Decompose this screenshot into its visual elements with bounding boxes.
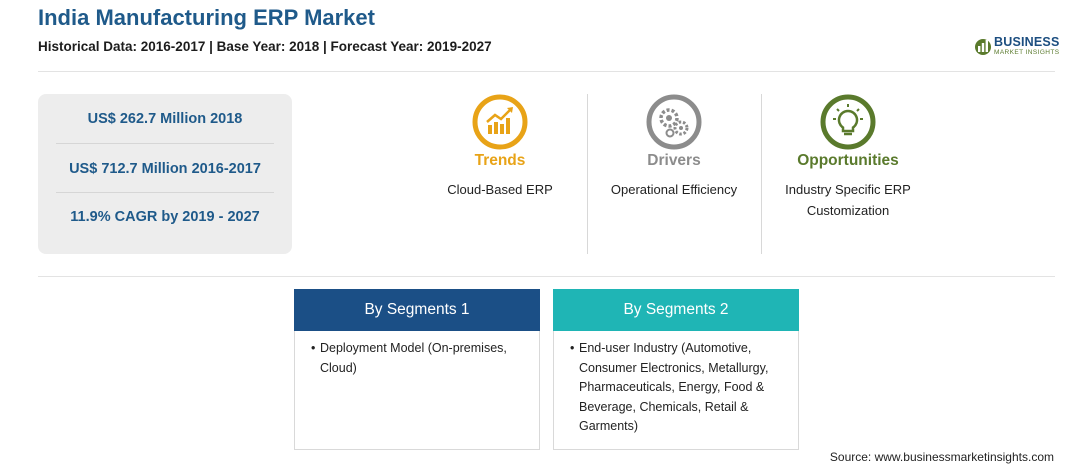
kpi-divider [761,94,762,254]
header-divider [38,71,1055,72]
kpi-drivers-text: Operational Efficiency [610,182,738,197]
segment-2-title: By Segments 2 [553,289,799,331]
segment-1-title: By Segments 1 [294,289,540,331]
kpi-trends-text: Cloud-Based ERP [447,182,553,197]
kpi-opportunities-label: Opportunities [797,152,899,169]
segment-card-1: By Segments 1 • Deployment Model (On-pre… [294,289,540,450]
segment-card-2: By Segments 2 • End-user Industry (Autom… [553,289,799,450]
list-item: • End-user Industry (Automotive, Consume… [570,339,788,437]
lightbulb-icon [820,94,876,150]
list-item: • Deployment Model (On-premises, Cloud) [311,339,529,378]
logo-name: BUSINESS [994,35,1060,49]
kpi-drivers-label: Drivers [647,152,701,169]
gears-icon [646,94,702,150]
stat-divider [56,143,274,144]
section-divider [38,276,1055,277]
bullet-icon: • [570,341,575,355]
kpi-drivers: Drivers Operational Efficiency [599,94,749,200]
chart-up-icon [472,94,528,150]
bullet-icon: • [311,341,316,355]
kpi-divider [587,94,588,254]
segment-1-list: • Deployment Model (On-premises, Cloud) [311,339,529,378]
page-subtitle: Historical Data: 2016-2017 | Base Year: … [38,39,492,54]
logo-subtext: MARKET INSIGHTS [994,49,1060,56]
segment-2-list: • End-user Industry (Automotive, Consume… [570,339,788,437]
page-title: India Manufacturing ERP Market [38,5,375,30]
stat-cagr: 11.9% CAGR by 2019 - 2027 [70,209,260,225]
segment-1-item: Deployment Model (On-premises, Cloud) [320,341,507,375]
brand-logo: BUSINESS MARKET INSIGHTS [974,34,1064,60]
stat-divider [56,192,274,193]
market-stats-panel: US$ 262.7 Million 2018 US$ 712.7 Million… [38,94,292,254]
kpi-opportunities: Opportunities Industry Specific ERP Cust… [773,94,923,221]
kpi-trends: Trends Cloud-Based ERP [425,94,575,200]
kpi-trends-label: Trends [474,152,526,169]
kpi-opportunities-text: Industry Specific ERP Customization [785,182,911,218]
logo-mark-icon [975,39,991,55]
source-credit: Source: www.businessmarketinsights.com [829,450,1054,464]
segment-2-item: End-user Industry (Automotive, Consumer … [579,341,769,433]
stat-market-value-historical: US$ 712.7 Million 2016-2017 [69,161,261,177]
stat-market-value-2018: US$ 262.7 Million 2018 [87,111,243,127]
